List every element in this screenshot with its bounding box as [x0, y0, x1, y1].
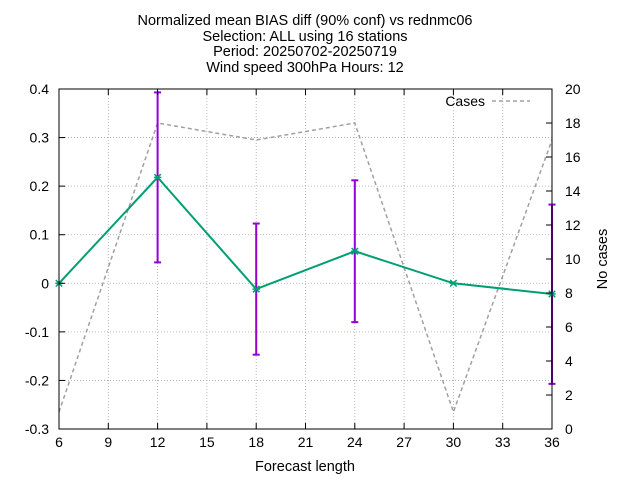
x-tick-label: 24 — [347, 434, 363, 450]
x-tick-label: 27 — [396, 434, 412, 450]
y2-tick-label: 18 — [565, 115, 581, 131]
x-tick-label: 12 — [150, 434, 166, 450]
y-tick-label: 0 — [41, 275, 49, 291]
bias-point — [449, 279, 458, 288]
y2-tick-label: 4 — [565, 353, 573, 369]
y2-tick-label: 20 — [565, 81, 581, 97]
axes: 6 9 12 15 18 21 24 27 30 33 36-0.3-0.2-0.100.10.20… — [25, 81, 581, 450]
y-tick-label: -0.3 — [25, 421, 49, 437]
title-line-4: Wind speed 300hPa Hours: 12 — [206, 60, 404, 76]
legend: Cases — [445, 93, 530, 109]
bias-line — [58, 175, 553, 295]
legend-label-cases: Cases — [445, 93, 485, 109]
title-line-1: Normalized mean BIAS diff (90% conf) vs … — [138, 13, 473, 29]
y-tick-label: 0.1 — [30, 227, 50, 243]
y-tick-label: 0.4 — [30, 81, 50, 97]
chart-title: Normalized mean BIAS diff (90% conf) vs … — [138, 13, 473, 76]
y-tick-label: 0.3 — [30, 130, 50, 146]
x-tick-label: 18 — [248, 434, 264, 450]
x-tick-label: 36 — [544, 434, 560, 450]
x-tick-label: 21 — [298, 434, 314, 450]
bias-point — [351, 247, 359, 255]
y2-axis-label: No cases — [595, 229, 611, 289]
y2-tick-label: 10 — [565, 251, 581, 267]
bias-point — [153, 173, 162, 182]
bias-point — [252, 285, 260, 293]
y2-tick-label: 14 — [565, 183, 581, 199]
y2-tick-label: 16 — [565, 149, 581, 165]
x-axis-label: Forecast length — [255, 459, 355, 475]
x-tick-label: 15 — [199, 434, 215, 450]
y-tick-label: 0.2 — [30, 178, 50, 194]
grid — [58, 88, 553, 430]
y2-tick-label: 12 — [565, 217, 581, 233]
x-tick-label: 9 — [104, 434, 112, 450]
cases-line — [58, 122, 553, 415]
y-tick-label: -0.2 — [25, 372, 49, 388]
x-tick-label: 30 — [446, 434, 462, 450]
y2-tick-label: 8 — [565, 285, 573, 301]
y2-tick-label: 0 — [565, 421, 573, 437]
x-tick-label: 33 — [495, 434, 511, 450]
x-tick-label: 6 — [55, 434, 63, 450]
y-tick-label: -0.1 — [25, 324, 49, 340]
title-line-2: Selection: ALL using 16 stations — [202, 29, 407, 45]
title-line-3: Period: 20250702-20250719 — [213, 44, 397, 60]
y2-tick-label: 2 — [565, 387, 573, 403]
y2-tick-label: 6 — [565, 319, 573, 335]
